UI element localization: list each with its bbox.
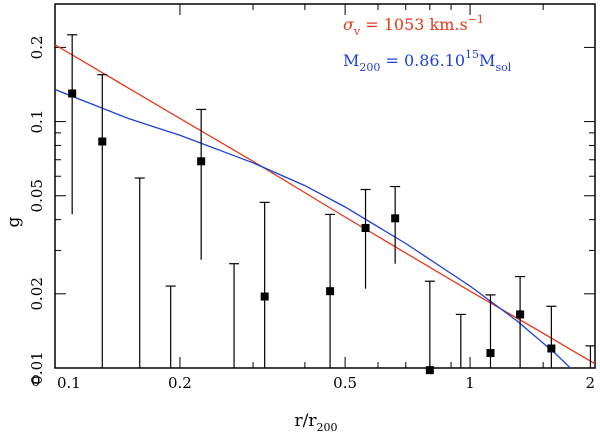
- data-point: [486, 349, 495, 358]
- legend-mass-entry: M200 = 0.86.1015Msol: [343, 48, 512, 74]
- data-point: [516, 310, 525, 319]
- data-point: [326, 287, 335, 296]
- y-axis-label: g: [4, 216, 24, 227]
- data-point: [197, 157, 206, 166]
- data-point: [361, 223, 370, 232]
- data-point: [391, 214, 400, 223]
- model-curves: [55, 44, 595, 368]
- x-tick-label: 0.5: [333, 374, 357, 392]
- x-axis-label: r/r200: [295, 411, 338, 434]
- data-point: [68, 89, 77, 98]
- legend-sigma-entry: σv = 1053 km.s−1: [343, 13, 484, 38]
- model-curve-line: [55, 88, 572, 368]
- data-point: [547, 344, 556, 353]
- plot-frame: [54, 3, 596, 369]
- x-axis-label-subscript: 200: [316, 421, 337, 434]
- y-tick-label: 0.02: [28, 277, 46, 310]
- y-tick-label: 0.05: [28, 179, 46, 212]
- data-point: [98, 137, 107, 146]
- x-tick-label: 0.2: [168, 374, 192, 392]
- corner-zero-label: 0: [31, 372, 41, 390]
- axis-tick-labels: 0.1 0.2 0.5 1 2 0.01 0.02 0.05 0.1 0.2: [28, 35, 595, 392]
- y-tick-label: 0.01: [28, 351, 46, 384]
- y-tick-label: 0.2: [28, 35, 46, 59]
- data-point: [260, 292, 269, 301]
- data-markers: [68, 89, 556, 375]
- x-tick-label: 2: [585, 374, 595, 392]
- data-point: [425, 366, 434, 375]
- legend: σv = 1053 km.s−1 M200 = 0.86.1015Msol: [343, 13, 512, 74]
- x-tick-label: 1: [465, 374, 475, 392]
- axis-ticks: [54, 3, 596, 369]
- y-tick-label: 0.1: [28, 110, 46, 134]
- x-tick-label: 0.1: [57, 374, 81, 392]
- model-curve-line: [55, 44, 595, 365]
